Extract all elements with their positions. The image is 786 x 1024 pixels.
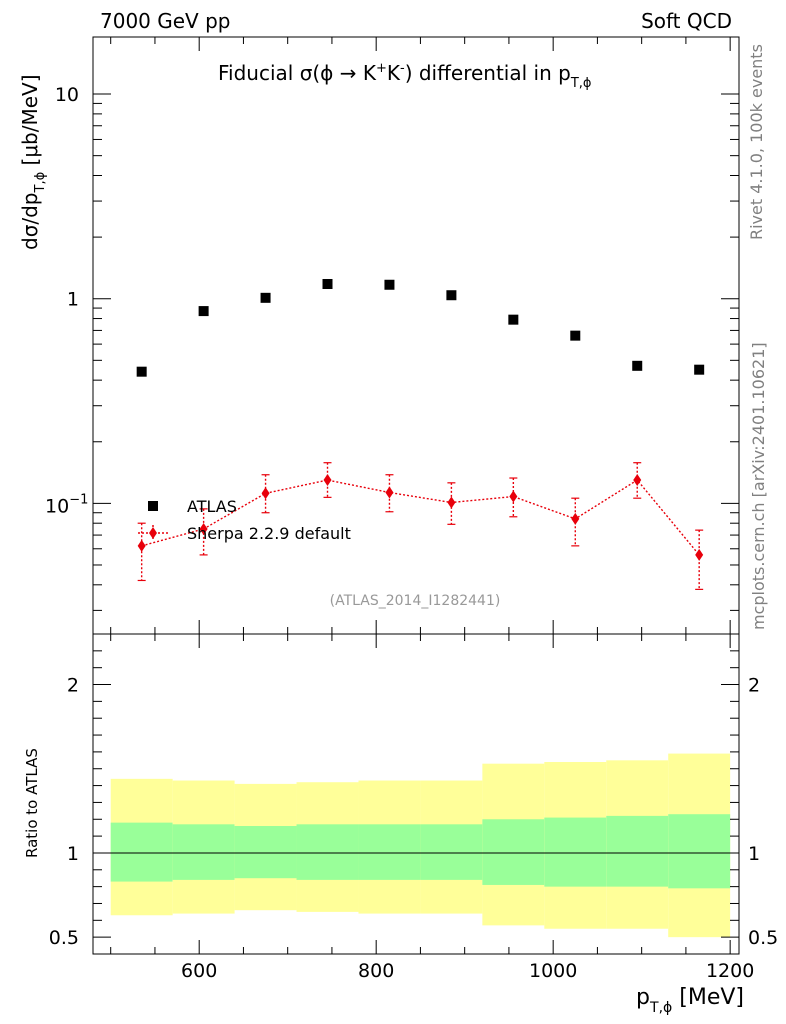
analysis-id: (ATLAS_2014_I1282441) [330, 593, 501, 609]
y-axis-label: dσ/dpT,ϕ [μb/MeV] [18, 74, 48, 250]
ratio-band-inner [544, 817, 607, 887]
rivet-label: Rivet 4.1.0, 100k events [747, 44, 766, 240]
ratio-band-inner [110, 822, 173, 882]
ratio-y-axis-label: Ratio to ATLAS [23, 748, 41, 858]
ratio-band-inner [234, 826, 297, 879]
y-axis-label-unit: [μb/MeV] [18, 74, 42, 171]
mc-point [695, 548, 704, 561]
data-point [446, 290, 457, 301]
y-tick-label-minus1: 10−1 [45, 492, 88, 517]
data-point [322, 278, 333, 289]
y-axis-label-main: dσ/dp [18, 193, 42, 251]
ratio-band-inner [482, 819, 545, 885]
x-tick-label: 1200 [706, 960, 754, 982]
legend-sherpa-marker [149, 527, 157, 539]
chart-title: Fiducial σ(ϕ → K+K-) differential in pT,… [218, 61, 591, 91]
ratio-band-inner [606, 815, 669, 887]
mc-point [447, 496, 456, 509]
mc-point [323, 474, 332, 487]
data-point [198, 306, 209, 317]
ratio-band-inner [420, 824, 483, 880]
ratio-tick-label-right: 1 [748, 843, 760, 865]
ratio-band-inner [668, 814, 731, 889]
y-tick-label-minus1-base: 10 [45, 495, 69, 517]
mc-point [385, 486, 394, 499]
legend-atlas-label: ATLAS [187, 497, 237, 516]
data-point [570, 330, 581, 341]
ratio-frame [92, 633, 740, 955]
title-post: ) differential in p [405, 61, 571, 85]
ratio-tick-label-right: 0.5 [748, 927, 778, 949]
data-point [136, 366, 147, 377]
legend-atlas-marker [148, 501, 158, 511]
x-axis-label-unit: [MeV] [672, 985, 744, 1010]
mc-point [571, 512, 580, 525]
legend-sherpa-label: Sherpa 2.2.9 default [187, 524, 351, 543]
data-point [694, 364, 705, 375]
ratio-tick-label-right: 2 [748, 675, 760, 697]
x-axis-label: pT,ϕ [MeV] [636, 985, 744, 1016]
ratio-tick-label-left: 1 [67, 843, 79, 865]
y-tick-label: 10 [55, 84, 79, 106]
mc-point [509, 490, 518, 503]
mc-point [633, 474, 642, 487]
ratio-tick-label-left: 0.5 [49, 927, 79, 949]
y-tick-label-minus1-exp: −1 [69, 492, 88, 507]
title-pre: Fiducial σ(ϕ → K [218, 61, 377, 85]
mc-line [141, 479, 700, 556]
mc-point [137, 539, 146, 552]
x-axis-label-sub: T,ϕ [649, 1000, 672, 1016]
title-sub: T,ϕ [570, 76, 592, 91]
x-tick-label: 600 [181, 960, 217, 982]
x-tick-label: 800 [358, 960, 394, 982]
mcplots-label: mcplots.cern.ch [arXiv:2401.10621] [749, 342, 768, 630]
mc-point [261, 487, 270, 500]
header-left: 7000 GeV pp [100, 9, 231, 33]
ratio-band-inner [296, 824, 359, 880]
legend: ATLAS Sherpa 2.2.9 default [138, 497, 351, 543]
ratio-band-inner [358, 824, 421, 880]
header-right: Soft QCD [641, 9, 732, 33]
x-axis-label-main: p [636, 985, 650, 1010]
title-sup1: + [376, 61, 387, 76]
data-point [384, 279, 395, 290]
x-tick-label: 1000 [529, 960, 577, 982]
data-point [260, 292, 271, 303]
y-tick-label: 1 [67, 289, 79, 311]
data-point [508, 314, 519, 325]
y-axis-label-sub: T,ϕ [33, 172, 48, 194]
ratio-panel: 600 800 1000 1200 2 2 1 1 0.5 0.5 [49, 633, 778, 982]
title-sup2: - [400, 61, 405, 76]
ratio-band-inner [172, 824, 235, 880]
data-point [632, 360, 643, 371]
mc-point [199, 522, 208, 535]
ratio-tick-label-left: 2 [67, 675, 79, 697]
title-mid: K [387, 61, 401, 85]
main-frame [92, 36, 740, 635]
